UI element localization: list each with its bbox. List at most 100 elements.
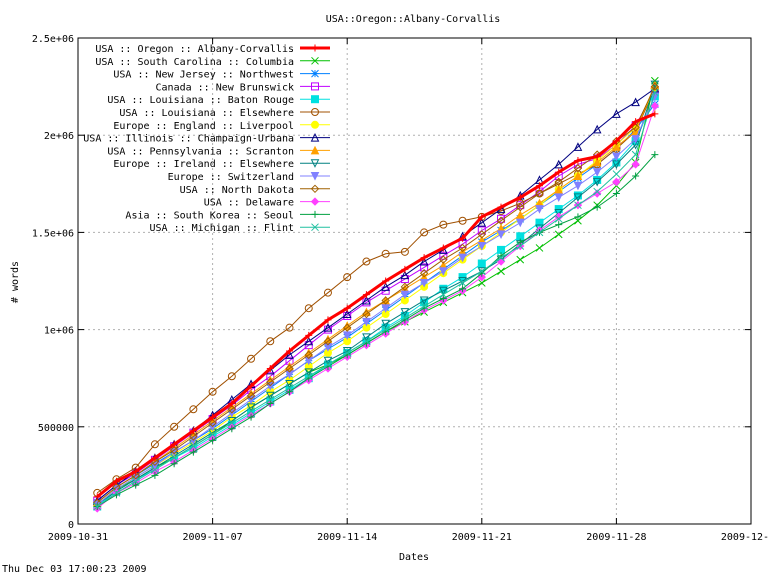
data-point [362,309,371,319]
data-point [496,230,506,239]
data-point [612,170,621,178]
data-point [323,356,333,366]
plot-frame [77,37,752,525]
data-point [400,270,410,280]
legend-marker [311,120,319,129]
footer-timestamp: Thu Dec 03 17:00:23 2009 [2,564,147,575]
data-point [477,267,486,276]
data-point [516,242,525,250]
data-point [420,228,429,237]
legend-marker [311,108,319,116]
data-point [228,399,236,407]
data-point [227,372,236,381]
data-point [343,273,352,282]
data-point [323,343,333,352]
data-point [170,422,179,431]
axis-ticks: 0 500000 1e+06 1.5e+06 2e+06 2.5e+06 2009-10-3… [32,34,768,543]
legend-label: USA :: Michigan :: Flint [150,223,295,234]
legend-label: USA :: Delaware [204,198,294,209]
data-point [419,256,429,266]
data-point [419,278,429,288]
data-point [516,255,525,264]
data-point [401,265,409,273]
legend-marker [310,172,320,181]
data-point [516,193,524,201]
legend-label: Europe :: Ireland :: Elsewhere [113,159,294,170]
series-9 [92,80,660,510]
data-point [362,333,371,342]
data-point [477,230,487,239]
data-point [554,214,563,223]
data-point [515,218,525,228]
data-point [400,290,410,300]
legend-label: USA :: Pennsylvania :: Scranton [107,146,294,157]
data-point [362,317,371,327]
data-point [112,489,121,497]
data-point [381,296,390,305]
data-point [324,360,332,369]
data-point [573,171,583,181]
data-point [362,337,371,346]
data-point [285,370,294,379]
data-point [612,109,621,118]
series-11 [93,82,660,507]
data-point [151,471,159,479]
data-point [189,405,198,414]
data-point [151,465,159,474]
series-line [96,112,656,498]
data-point [497,267,505,276]
data-point [304,336,314,346]
data-point [266,337,275,346]
data-point [650,82,660,91]
data-point [381,325,390,334]
y-tick-label: 2e+06 [44,131,74,142]
data-point [593,187,602,196]
data-point [420,254,428,262]
y-tick-label: 500000 [38,423,74,434]
data-point [285,380,294,389]
data-point [362,291,370,299]
data-point [151,454,159,462]
legend-label: USA :: South Carolina :: Columbia [95,57,294,68]
data-point [285,350,294,359]
data-point [342,323,352,332]
data-point [189,442,198,451]
legend-marker [310,145,320,155]
data-point [150,440,159,449]
data-point [535,218,544,227]
legend-label: USA :: North Dakota [180,185,294,196]
data-point [477,259,486,268]
data-point [459,285,467,293]
data-point [170,460,178,468]
data-point [170,440,178,448]
data-point [324,316,332,324]
data-point [285,364,294,373]
data-point [439,267,448,276]
series-0 [93,110,659,501]
data-point [458,279,467,287]
data-point [304,372,313,381]
data-point [459,234,467,242]
data-point [304,356,314,366]
data-point [631,97,640,107]
data-point [439,286,448,296]
data-point [439,220,448,229]
data-point [209,436,217,444]
data-point [170,454,178,462]
series-lines [92,76,660,513]
legend-marker [311,56,319,65]
legend-marker [311,95,319,104]
data-point [632,118,640,126]
data-point [535,182,543,190]
data-point [401,314,409,322]
series-line [96,86,656,503]
legend-marker [311,82,319,91]
legend-label: Canada :: New Brunswick [156,82,294,93]
data-point [228,425,236,433]
data-point [574,213,582,221]
data-point [132,481,140,489]
data-point [574,156,582,164]
data-point [592,177,602,187]
data-point [573,181,583,191]
data-point [247,413,255,421]
